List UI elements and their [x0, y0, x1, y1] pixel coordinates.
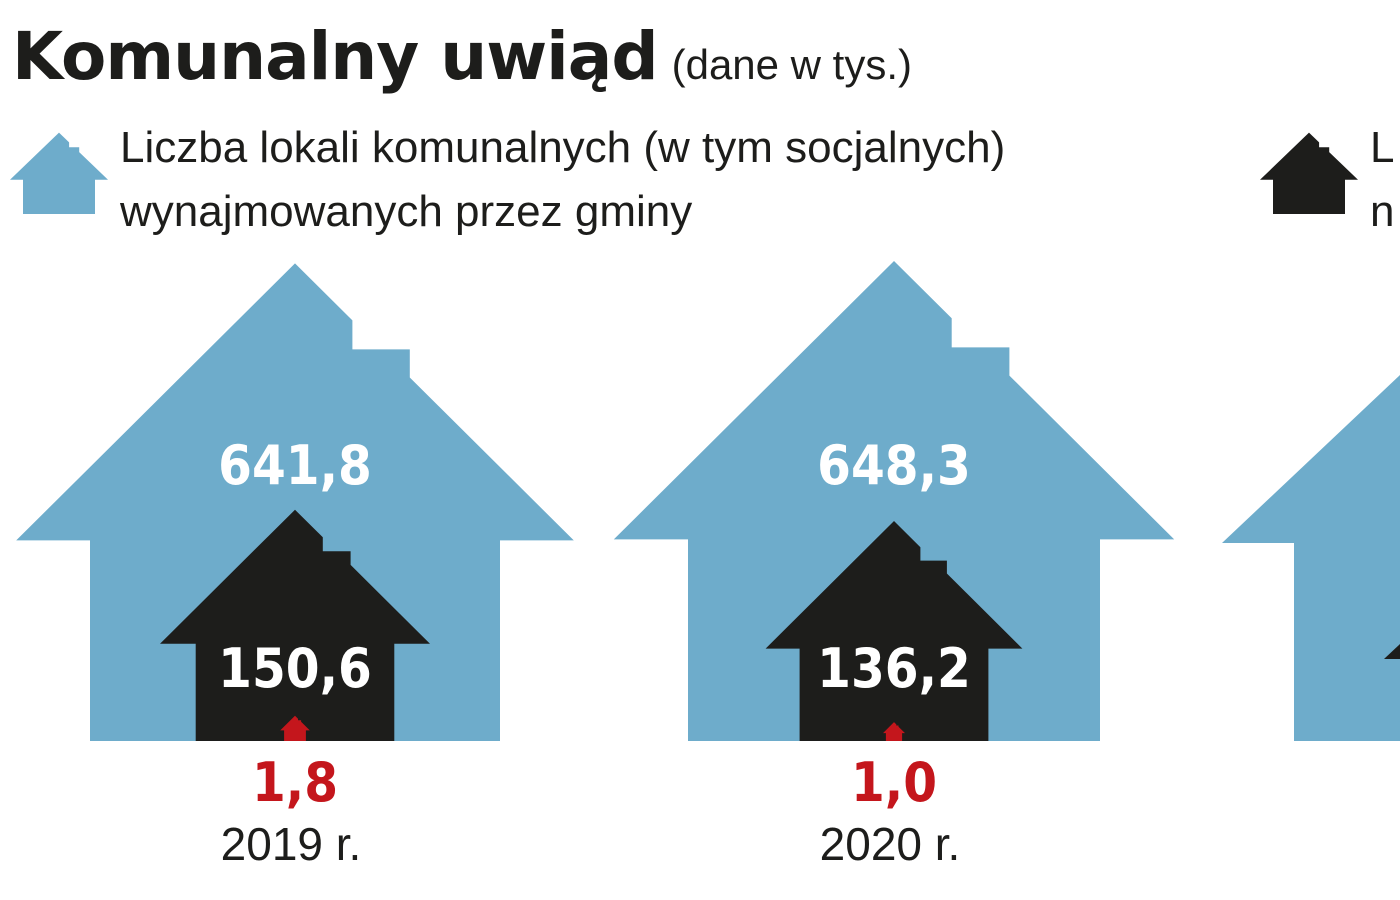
legend-item-2-label: L n — [1370, 116, 1400, 244]
value-label-communal-2: 648,3 — [817, 434, 971, 497]
value-label-small-1: 1,8 — [252, 751, 338, 814]
social-house-1 — [160, 509, 430, 741]
legend-item-1-line-1: Liczba lokali komunalnych (w tym socjaln… — [120, 123, 1006, 172]
communal-house-1 — [16, 263, 574, 741]
value-label-communal-1: 641,8 — [218, 434, 372, 497]
legend-item-2-line-1: L — [1370, 123, 1395, 172]
social-house-partial — [1384, 644, 1400, 659]
category-label-2: 2020 r. — [820, 818, 961, 870]
category-label-1: 2019 r. — [221, 818, 362, 870]
legend-item-1-line-2: wynajmowanych przez gminy — [120, 187, 693, 236]
value-label-social-2: 136,2 — [817, 637, 971, 700]
legend-item-1-label: Liczba lokali komunalnych (w tym socjaln… — [120, 116, 1200, 244]
value-label-social-1: 150,6 — [218, 637, 372, 700]
black-house-icon — [1260, 132, 1358, 214]
title-unit: (dane w tys.) — [671, 41, 913, 88]
communal-house-partial — [1222, 375, 1400, 741]
chart-title: Komunalny uwiąd (dane w tys.) — [12, 18, 912, 95]
value-label-small-2: 1,0 — [851, 751, 937, 814]
small-house-2 — [883, 722, 905, 741]
title-main: Komunalny uwiąd — [12, 18, 659, 95]
blue-house-icon — [10, 132, 108, 214]
legend-item-2-line-2: n — [1370, 187, 1395, 236]
communal-house-2 — [613, 261, 1175, 741]
social-house-2 — [765, 521, 1023, 741]
small-house-1 — [280, 715, 310, 741]
